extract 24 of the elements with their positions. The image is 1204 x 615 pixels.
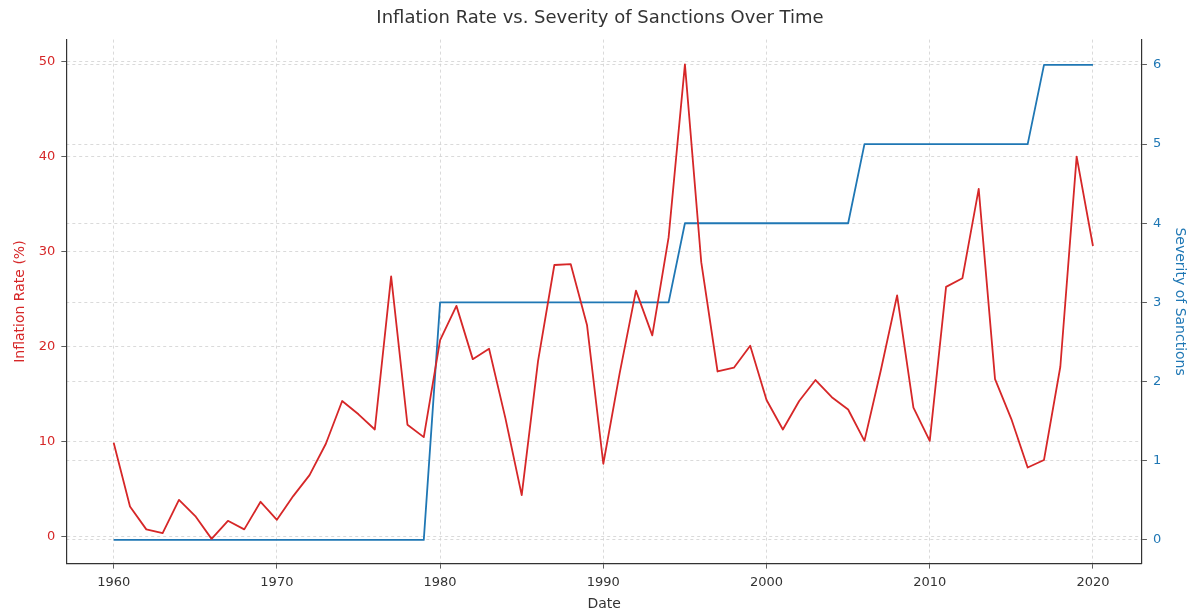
y2-tick-label: 5 bbox=[1152, 135, 1162, 151]
y-tick-label: 40 bbox=[38, 147, 56, 163]
x-tick-label: 2000 bbox=[749, 573, 784, 589]
x-tick-label: 2010 bbox=[913, 573, 947, 589]
y-tick-label: 30 bbox=[38, 243, 56, 259]
y2-tick-label: 6 bbox=[1152, 56, 1162, 72]
y2-tick-label: 4 bbox=[1152, 214, 1162, 230]
x-tick-label: 1990 bbox=[586, 573, 620, 589]
x-tick-label: 1970 bbox=[260, 573, 294, 589]
x-tick-label: 1960 bbox=[97, 573, 131, 589]
x-tick-label: 2020 bbox=[1076, 573, 1110, 589]
y-axis-title: Inflation Rate (%) bbox=[11, 240, 28, 363]
x-tick-label: 1980 bbox=[423, 573, 457, 589]
y-tick-label: 20 bbox=[38, 338, 56, 354]
y2-axis-title: Severity of Sanctions bbox=[1172, 227, 1189, 376]
y-tick-label: 0 bbox=[47, 528, 56, 544]
y-tick-label: 10 bbox=[38, 433, 56, 449]
y2-tick-label: 0 bbox=[1152, 531, 1162, 547]
chart-title: Inflation Rate vs. Severity of Sanctions Over Time bbox=[376, 6, 824, 28]
y-tick-label: 50 bbox=[38, 52, 56, 68]
y2-tick-label: 1 bbox=[1152, 452, 1162, 468]
y2-tick-label: 3 bbox=[1152, 293, 1162, 309]
x-axis-title: Date bbox=[587, 595, 621, 612]
y2-tick-label: 2 bbox=[1152, 372, 1162, 388]
